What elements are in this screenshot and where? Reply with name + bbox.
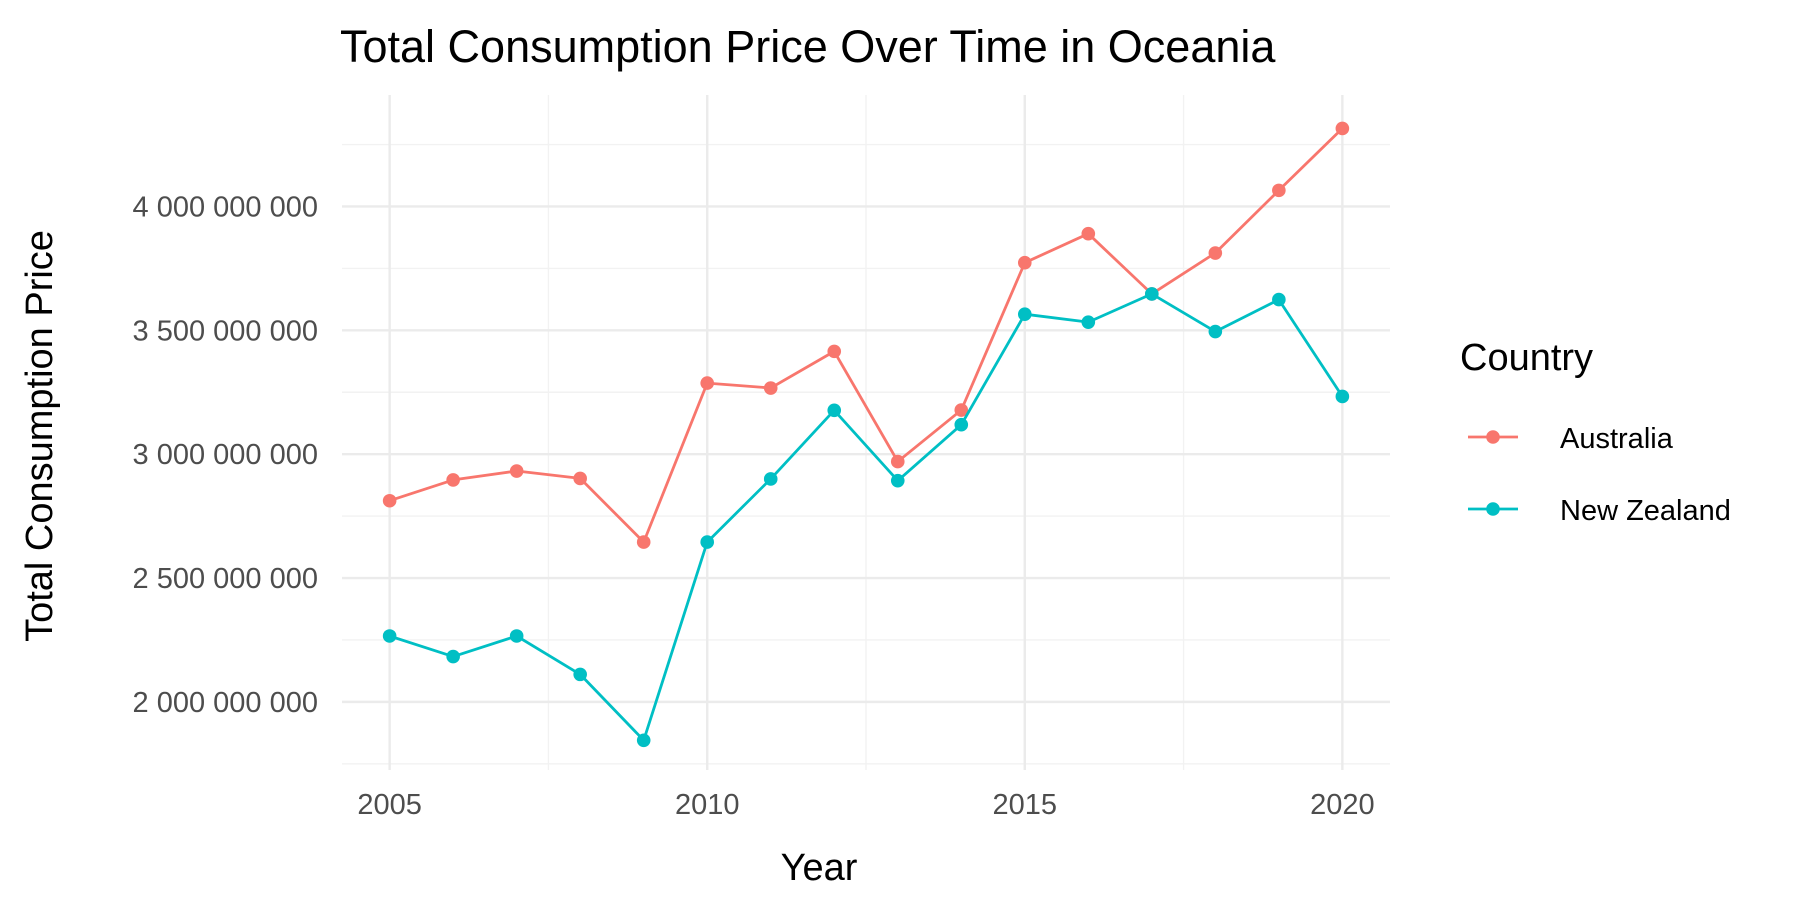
data-point-new-zealand (1272, 292, 1286, 307)
data-point-new-zealand (827, 403, 842, 418)
data-point-australia (382, 493, 397, 508)
data-point-new-zealand (382, 629, 397, 643)
y-tick-label: 4 000 000 000 (133, 191, 318, 223)
legend-item-australia: Australia (1468, 423, 1674, 455)
series-layer (382, 121, 1350, 748)
data-point-australia (890, 454, 905, 469)
legend-title: Country (1460, 337, 1593, 379)
legend-key-point (1486, 502, 1500, 516)
y-tick-label: 3 000 000 000 (133, 439, 318, 471)
legend-key-point (1486, 430, 1500, 444)
series-line-australia (389, 127, 1344, 544)
data-point-australia (446, 473, 460, 487)
data-point-new-zealand (1335, 389, 1350, 404)
series-australia (382, 121, 1350, 549)
data-point-australia (1081, 226, 1096, 241)
data-point-australia (1272, 183, 1286, 198)
y-tick-label: 3 500 000 000 (133, 315, 318, 347)
x-tick-label: 2005 (357, 789, 422, 821)
data-point-new-zealand (636, 733, 651, 748)
data-point-new-zealand (763, 472, 778, 486)
data-point-new-zealand (1017, 307, 1032, 322)
grid (342, 95, 1390, 770)
data-point-new-zealand (1208, 324, 1223, 339)
legend-label: Australia (1560, 423, 1674, 455)
data-point-new-zealand (1145, 287, 1159, 301)
x-tick-label: 2020 (1310, 789, 1375, 821)
y-axis-title: Total Consumption Price (19, 230, 61, 642)
data-point-new-zealand (446, 649, 460, 664)
data-point-new-zealand (700, 535, 715, 549)
data-point-australia (509, 464, 524, 478)
data-point-new-zealand (890, 473, 905, 488)
series-new-zealand (382, 287, 1350, 748)
x-tick-label: 2015 (993, 789, 1058, 821)
series-line-new-zealand (389, 292, 1344, 742)
x-axis-title: Year (781, 847, 858, 889)
data-point-australia (954, 403, 969, 417)
x-tick-label: 2010 (675, 789, 740, 821)
data-point-australia (1017, 255, 1032, 270)
y-tick-label: 2 000 000 000 (133, 687, 318, 719)
data-point-australia (763, 381, 778, 395)
data-point-australia (827, 344, 842, 359)
chart-title: Total Consumption Price Over Time in Oce… (340, 21, 1276, 72)
data-point-new-zealand (509, 629, 524, 643)
data-point-australia (700, 376, 715, 390)
tick-labels: 2005 2010 2015 2020 2 000 000 000 2 500 000 0… (133, 191, 1375, 821)
data-point-australia (1208, 246, 1223, 260)
data-point-new-zealand (1081, 315, 1096, 329)
legend: Country Australia New Zealand (1460, 337, 1731, 527)
legend-label: New Zealand (1560, 495, 1731, 527)
legend-item-new-zealand: New Zealand (1468, 495, 1731, 527)
data-point-australia (636, 535, 651, 549)
data-point-new-zealand (573, 667, 587, 682)
data-point-australia (573, 471, 587, 486)
data-point-australia (1335, 121, 1350, 136)
y-tick-label: 2 500 000 000 (133, 563, 318, 595)
data-point-new-zealand (954, 417, 969, 432)
legend-items: Australia New Zealand (1468, 423, 1731, 527)
